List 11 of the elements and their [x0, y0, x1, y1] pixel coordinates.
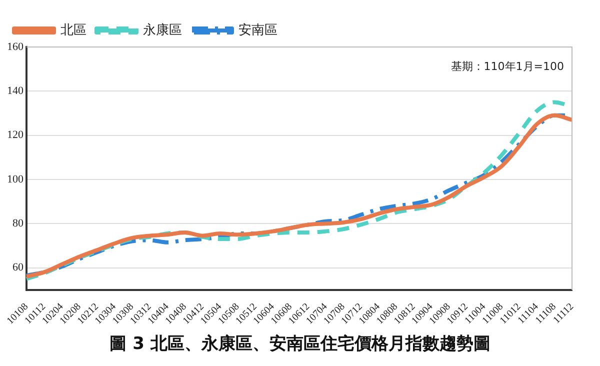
- y-tick-label: 160: [7, 40, 24, 53]
- y-tick-label: 60: [12, 262, 24, 274]
- text: 圖 3 北區、永康區、安南區住宅價格月指數趨勢圖: [108, 333, 492, 355]
- y-tick-label: 140: [7, 85, 24, 98]
- y-tick-label: 120: [7, 129, 24, 142]
- y-tick-label: 80: [12, 218, 24, 230]
- legend-label: 永康區: [143, 22, 182, 38]
- legend-label: 北區: [60, 22, 86, 38]
- legend-label: 安南區: [238, 22, 278, 38]
- annotation: 基期：110年1月=100: [450, 60, 564, 73]
- y-tick-label: 100: [7, 173, 24, 186]
